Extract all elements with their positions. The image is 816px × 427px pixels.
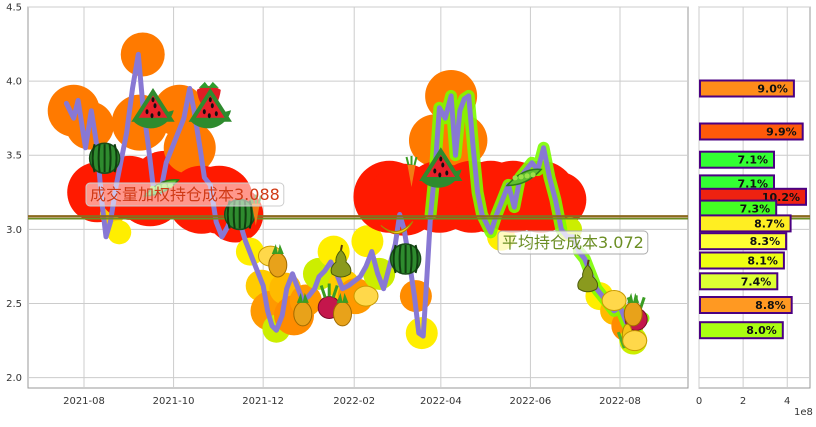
bar-x-tick-label: 0 bbox=[696, 396, 702, 407]
x-tick-label: 2022-06 bbox=[510, 396, 552, 407]
watermelon-slice-icon bbox=[188, 88, 232, 129]
pear-icon bbox=[577, 259, 599, 293]
watermelon-icon bbox=[88, 142, 121, 174]
holding-blob bbox=[351, 225, 384, 258]
x-tick-label: 2022-02 bbox=[333, 396, 375, 407]
x-tick-label: 2021-08 bbox=[63, 396, 105, 407]
carrot-icon bbox=[405, 156, 418, 187]
y-tick-label: 3.5 bbox=[6, 151, 22, 162]
pineapple-icon bbox=[293, 292, 313, 327]
bar-percent-label: 7.4% bbox=[741, 275, 772, 288]
pineapple-icon bbox=[623, 292, 643, 327]
vwap-cost-label: 成交量加权持仓成本3.088 bbox=[90, 185, 280, 204]
bar-percent-label: 8.1% bbox=[747, 255, 778, 268]
y-tick-label: 4.0 bbox=[6, 77, 22, 88]
distribution-bar bbox=[699, 214, 792, 233]
pea-pod-icon bbox=[505, 168, 543, 187]
pineapple-icon bbox=[333, 292, 352, 327]
bar-percent-label: 8.7% bbox=[754, 217, 785, 230]
lemon-icon bbox=[353, 285, 379, 307]
watermelon-slice-icon bbox=[131, 88, 175, 129]
distribution-bar bbox=[699, 296, 793, 314]
distribution-bar bbox=[699, 321, 784, 340]
distribution-bar bbox=[699, 272, 779, 291]
x-tick-label: 2021-12 bbox=[242, 396, 284, 407]
banana-icon bbox=[380, 221, 414, 234]
y-tick-label: 2.0 bbox=[6, 373, 22, 384]
bar-percent-label: 7.3% bbox=[740, 203, 771, 216]
x-tick-label: 2021-10 bbox=[153, 396, 195, 407]
y-tick-label: 3.0 bbox=[6, 225, 22, 236]
bar-percent-label: 8.3% bbox=[750, 235, 781, 248]
holding-blob bbox=[120, 32, 165, 77]
avg-cost-label: 平均持仓成本3.072 bbox=[502, 233, 644, 252]
x-tick-label: 2022-04 bbox=[420, 396, 462, 407]
y-tick-label: 4.5 bbox=[6, 3, 22, 14]
lemon-icon bbox=[622, 330, 648, 352]
watermelon-slice-icon bbox=[419, 147, 463, 188]
pear-icon bbox=[330, 244, 352, 278]
vwap-cost-label-box bbox=[85, 182, 285, 207]
holding-blob bbox=[107, 220, 132, 245]
bar-x-tick-label: 2 bbox=[740, 396, 746, 407]
watermelon-icon bbox=[389, 243, 422, 275]
lemon-icon bbox=[601, 290, 627, 311]
bar-percent-label: 8.0% bbox=[746, 324, 777, 337]
bar-percent-label: 7.1% bbox=[737, 154, 768, 167]
pineapple-icon bbox=[268, 244, 288, 278]
bar-percent-label: 8.8% bbox=[755, 299, 786, 312]
distribution-bar bbox=[699, 251, 785, 270]
bar-percent-label: 9.9% bbox=[766, 126, 797, 139]
x-tick-label: 2022-08 bbox=[599, 396, 641, 407]
bar-axis-scale-label: 1e8 bbox=[794, 407, 813, 418]
distribution-bar bbox=[699, 150, 775, 169]
distribution-bar bbox=[699, 232, 788, 251]
avg-cost-label-box bbox=[497, 230, 649, 255]
bar-percent-label: 7.1% bbox=[737, 177, 768, 190]
bar-x-tick-label: 4 bbox=[784, 396, 790, 407]
y-tick-label: 2.5 bbox=[6, 299, 22, 310]
distribution-bar bbox=[699, 79, 795, 98]
bar-percent-label: 9.0% bbox=[757, 83, 788, 96]
distribution-bar bbox=[699, 122, 804, 141]
